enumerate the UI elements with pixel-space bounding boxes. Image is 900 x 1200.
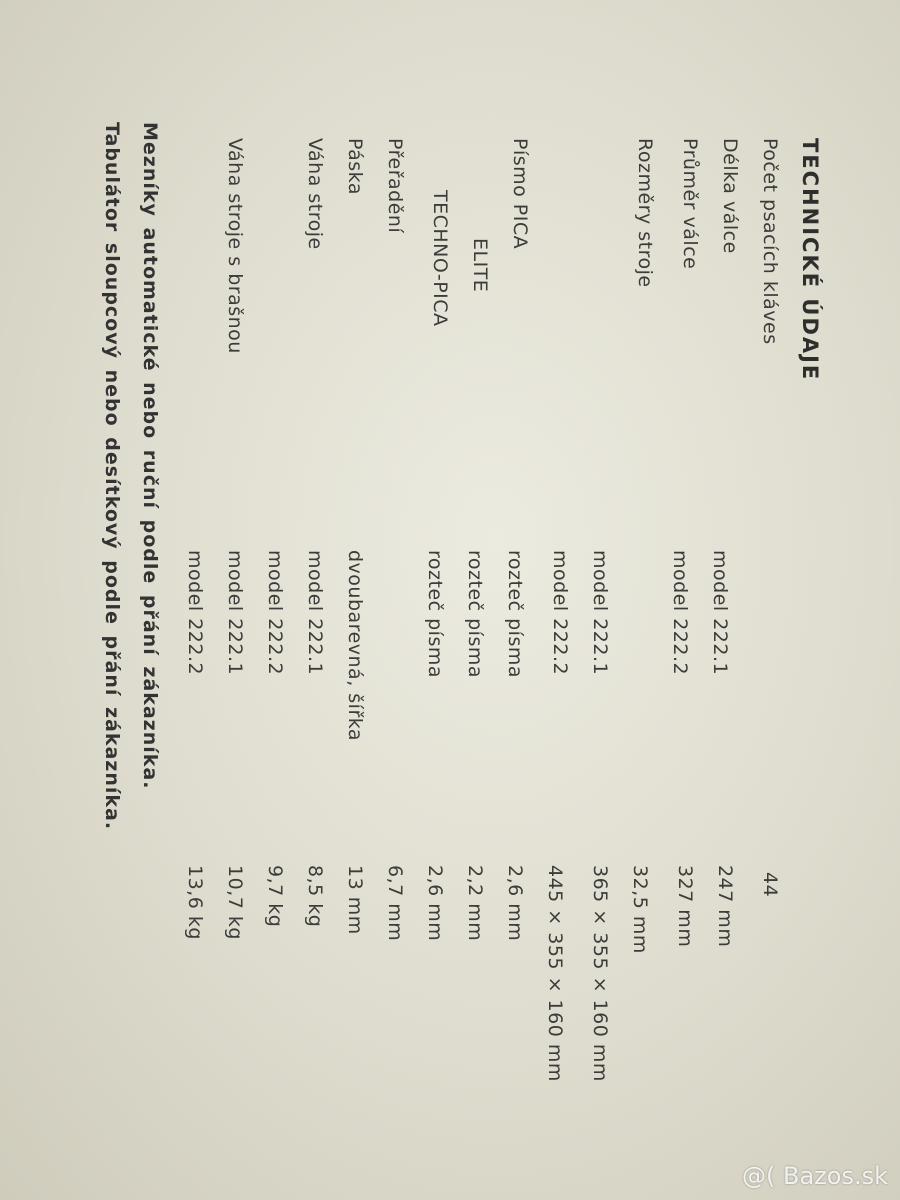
label-shift: Přeřadění — [384, 138, 406, 234]
ribbon-desc: dvoubarevná, šířka — [344, 550, 366, 742]
weight-case-model-1: model 222.1 — [224, 550, 246, 676]
value-keys: 44 — [759, 872, 781, 898]
bazos-watermark: @( Bazos.sk — [742, 1162, 888, 1190]
dimensions-model-2: model 222.2 — [549, 550, 571, 676]
value-weight-1: 8,5 kg — [304, 865, 326, 928]
value-dimensions-1: 365 × 355 × 160 mm — [589, 865, 611, 1082]
dimensions-model-1: model 222.1 — [589, 550, 611, 676]
value-shift: 6,7 mm — [384, 865, 406, 942]
value-roller-length-1: 247 mm — [714, 865, 736, 948]
label-roller-diameter: Průměr válce — [679, 138, 701, 270]
weight-model-1: model 222.1 — [304, 550, 326, 676]
roller-length-model-1: model 222.1 — [709, 550, 731, 676]
label-dimensions: Rozměry stroje — [634, 138, 656, 288]
pitch-pica: rozteč písma — [504, 550, 526, 679]
document-title: TECHNICKÉ ÚDAJE — [798, 138, 822, 382]
label-keys: Počet psacích kláves — [759, 138, 781, 345]
label-font-techno-pica: TECHNO-PICA — [429, 190, 451, 327]
value-roller-diameter: 32,5 mm — [629, 865, 651, 954]
value-weight-2: 9,7 kg — [264, 865, 286, 928]
footer-stops: Mezníky automatické nebo ruční podle přá… — [139, 122, 161, 790]
value-weight-case-2: 13,6 kg — [184, 865, 206, 940]
pitch-techno: rozteč písma — [424, 550, 446, 679]
value-pitch-pica: 2,6 mm — [504, 865, 526, 942]
label-font-pica: Písmo PICA — [509, 138, 531, 250]
value-pitch-techno: 2,6 mm — [424, 865, 446, 942]
pitch-elite: rozteč písma — [464, 550, 486, 679]
label-weight: Váha stroje — [304, 138, 326, 250]
value-roller-length-2: 327 mm — [674, 865, 696, 948]
weight-case-model-2: model 222.2 — [184, 550, 206, 676]
value-ribbon: 13 mm — [344, 865, 366, 935]
roller-length-model-2: model 222.2 — [669, 550, 691, 676]
footer-tabulator: Tabulátor sloupcový nebo desítkový podle… — [101, 122, 123, 831]
label-weight-case: Váha stroje s brašnou — [224, 138, 246, 354]
label-roller-length: Délka válce — [719, 138, 741, 254]
label-ribbon: Páska — [344, 138, 366, 195]
label-font-elite: ELITE — [469, 238, 491, 293]
weight-model-2: model 222.2 — [264, 550, 286, 676]
value-dimensions-2: 445 × 355 × 160 mm — [544, 865, 566, 1082]
value-weight-case-1: 10,7 kg — [224, 865, 246, 940]
value-pitch-elite: 2,2 mm — [464, 865, 486, 942]
